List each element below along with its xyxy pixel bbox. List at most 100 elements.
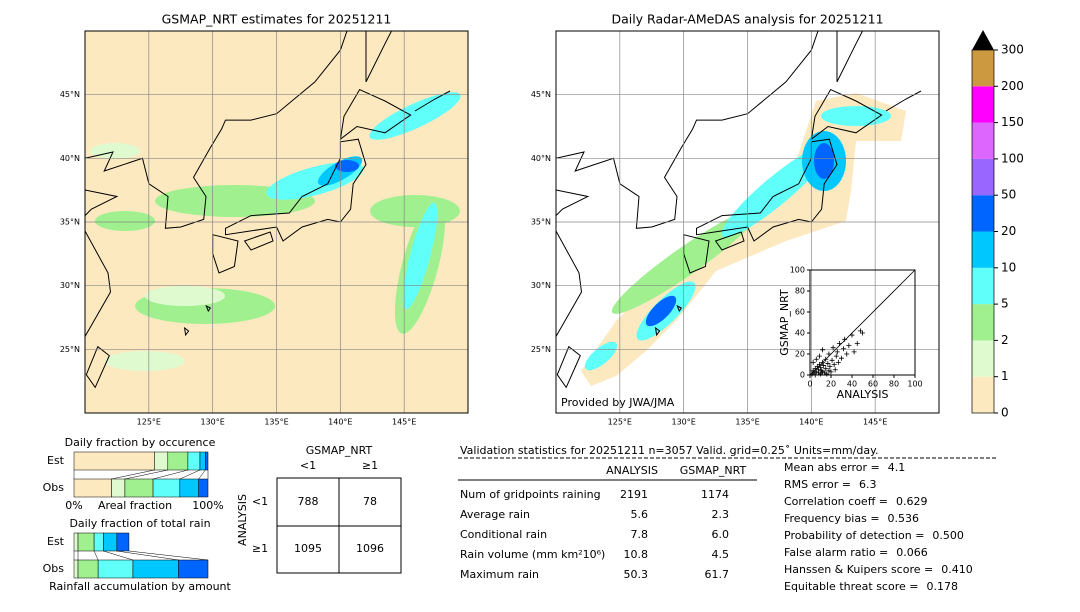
score-label: Mean abs error = — [784, 461, 880, 474]
y-tick-label: 45°N — [60, 90, 80, 99]
point — [846, 343, 852, 349]
table-cell: 78 — [363, 495, 377, 508]
score-label: False alarm ratio = — [784, 546, 888, 559]
bar-segment — [152, 478, 181, 498]
colorbar-segment — [972, 50, 994, 87]
point — [832, 367, 838, 373]
point — [818, 371, 823, 377]
point — [819, 368, 825, 374]
colorbar-label: 0 — [1001, 406, 1009, 420]
point — [828, 369, 834, 375]
y-axis-label: GSMAP_NRT — [778, 289, 791, 356]
row-label: Num of gridpoints raining — [460, 488, 601, 501]
bar-segment — [179, 478, 199, 498]
x-axis-label: Areal fraction — [98, 499, 172, 512]
point — [851, 349, 857, 355]
colorbar-segment — [972, 195, 994, 232]
bar-segment — [205, 451, 209, 471]
colorbar-segment — [972, 231, 994, 268]
colorbar-label: 2 — [1001, 333, 1009, 347]
bar-segment — [178, 559, 209, 579]
bar-segment — [103, 532, 118, 552]
score-value: 0.178 — [926, 580, 958, 593]
point — [813, 369, 819, 375]
y-tick-label: 60 — [795, 308, 805, 317]
point — [839, 355, 844, 361]
point — [813, 356, 819, 362]
row-label: <1 — [252, 495, 268, 508]
category-label: Obs — [43, 562, 65, 575]
y-tick-label: 0 — [800, 371, 805, 380]
row-title: ANALYSIS — [236, 494, 249, 546]
point — [823, 356, 829, 362]
colorbar-label: 5 — [1001, 297, 1009, 311]
point — [826, 368, 832, 374]
bar-segment — [93, 532, 104, 552]
stat-value: 61.7 — [705, 568, 730, 581]
connector — [124, 469, 168, 480]
x-tick-label: 100% — [192, 499, 223, 512]
y-tick-label: 40°N — [60, 154, 80, 163]
bar-segment — [73, 451, 155, 471]
row-label: Average rain — [460, 508, 530, 521]
bar-segment — [198, 478, 209, 498]
colorbar-label: 300 — [1001, 43, 1024, 57]
connector — [116, 550, 179, 561]
bar-segment — [124, 478, 154, 498]
point — [829, 357, 835, 363]
colorbar-label: 1 — [1001, 369, 1009, 383]
point — [831, 362, 837, 367]
colorbar-segment — [972, 122, 994, 159]
table-cell: 788 — [298, 495, 319, 508]
bar-segment — [154, 451, 169, 471]
stat-value: 10.8 — [624, 548, 649, 561]
bar-segment — [199, 451, 206, 471]
row-label: Rain volume (mm km²10⁶) — [460, 548, 605, 561]
stat-value: 6.0 — [712, 528, 730, 541]
point — [835, 359, 841, 365]
bar-segment — [73, 532, 79, 552]
row-label: Maximum rain — [460, 568, 539, 581]
colorbar-label: 10 — [1001, 260, 1016, 274]
y-tick-label: 40 — [795, 329, 805, 338]
bar-segment — [187, 451, 201, 471]
score-value: 0.629 — [896, 495, 928, 508]
bar-segment — [116, 532, 130, 552]
point — [827, 364, 833, 370]
bar-segment — [132, 559, 179, 579]
bar-title: Daily fraction of total rain — [69, 517, 210, 530]
x-tick-label: 145°E — [863, 418, 887, 427]
x-tick-label: 100 — [907, 380, 922, 389]
column-label: ≥1 — [362, 459, 378, 472]
stat-value: 1174 — [701, 488, 729, 501]
x-tick-label: 0 — [807, 380, 812, 389]
x-tick-label: 135°E — [735, 418, 759, 427]
point — [834, 349, 840, 355]
table-cell: 1096 — [356, 542, 384, 555]
one-to-one-line — [809, 269, 916, 376]
colorbar-segment — [972, 158, 994, 196]
score-label: Frequency bias = — [784, 512, 880, 525]
map-title: Daily Radar-AMeDAS analysis for 20251211 — [611, 12, 883, 27]
table-cell: 1095 — [294, 542, 322, 555]
colorbar-segment — [972, 340, 994, 377]
point — [857, 328, 863, 334]
map-frame — [84, 30, 469, 414]
point — [854, 341, 860, 346]
credit: Provided by JWA/JMA — [561, 396, 675, 409]
y-tick-label: 45°N — [531, 90, 551, 99]
score-value: 0.410 — [941, 563, 973, 576]
bar-segment — [77, 559, 99, 579]
score-label: Equitable threat score = — [784, 580, 918, 593]
x-tick-label: 20 — [826, 380, 836, 389]
colorbar-label: 100 — [1001, 151, 1024, 165]
row-label: ≥1 — [252, 542, 268, 555]
x-axis-label: Rainfall accumulation by amount — [49, 580, 231, 593]
point — [833, 353, 839, 359]
point — [844, 351, 850, 357]
score-value: 6.3 — [859, 478, 877, 491]
y-tick-label: 20 — [795, 350, 805, 359]
point — [816, 362, 822, 367]
y-tick-label: 30°N — [60, 281, 80, 290]
